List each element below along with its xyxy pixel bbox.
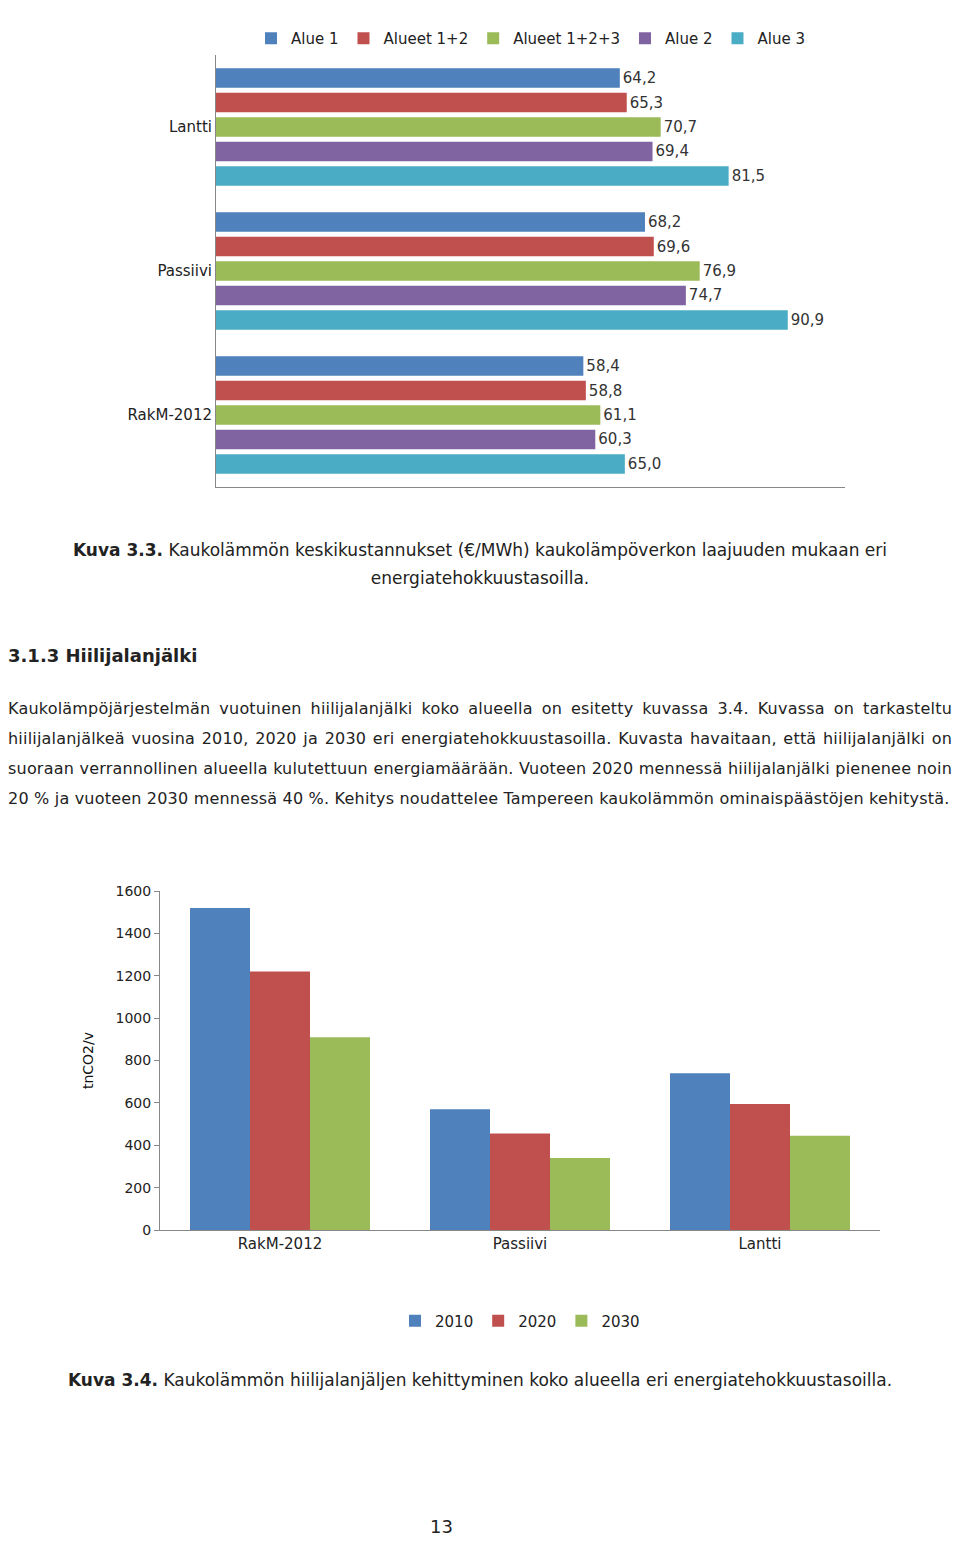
svg-text:400: 400 [124,1137,151,1153]
svg-text:58,4: 58,4 [586,357,619,375]
svg-text:1600: 1600 [116,883,152,899]
html-text:Kuva 3.4. Kaukolämmön hiilijal: Kuva 3.4. Kaukolämmön hiilijalanjäljen k… [68,1370,892,1390]
svg-text:69,6: 69,6 [657,238,690,256]
svg-text:60,3: 60,3 [598,430,631,448]
svg-text:tnCO2/v: tnCO2/v [80,1032,96,1089]
svg-text:65,0: 65,0 [628,455,661,473]
svg-text:0: 0 [142,1222,151,1238]
svg-text:Alue 1: Alue 1 [291,30,338,48]
svg-text:1200: 1200 [116,968,152,984]
svg-text:2020: 2020 [518,1313,556,1331]
html-text:3.1.3 Hiilijalanjälki: 3.1.3 Hiilijalanjälki [8,645,198,666]
svg-text:600: 600 [124,1095,151,1111]
svg-text:68,2: 68,2 [648,213,681,231]
svg-text:1400: 1400 [116,925,152,941]
svg-text:RakM-2012: RakM-2012 [128,406,213,424]
svg-text:70,7: 70,7 [664,118,697,136]
svg-text:Alueet 1+2: Alueet 1+2 [383,30,468,48]
svg-text:Alueet 1+2+3: Alueet 1+2+3 [513,30,620,48]
svg-text:2010: 2010 [435,1313,473,1331]
svg-text:Lantti: Lantti [739,1235,782,1253]
svg-text:RakM-2012: RakM-2012 [238,1235,323,1253]
svg-text:Passiivi: Passiivi [157,262,212,280]
svg-text:61,1: 61,1 [603,406,636,424]
svg-text:81,5: 81,5 [732,167,765,185]
svg-text:2030: 2030 [601,1313,639,1331]
svg-text:64,2: 64,2 [623,69,656,87]
svg-text:69,4: 69,4 [656,142,689,160]
svg-text:1000: 1000 [116,1010,152,1026]
html-text:Kuva 3.3. Kaukolämmön keskikus: Kuva 3.3. Kaukolämmön keskikustannukset … [73,540,887,588]
html-text:13: 13 [430,1516,453,1537]
svg-text:58,8: 58,8 [589,382,622,400]
svg-text:Alue 3: Alue 3 [757,30,804,48]
svg-text:65,3: 65,3 [630,94,663,112]
svg-text:800: 800 [124,1052,151,1068]
svg-text:90,9: 90,9 [791,311,824,329]
svg-text:76,9: 76,9 [703,262,736,280]
svg-text:Lantti: Lantti [169,118,212,136]
svg-text:200: 200 [124,1180,151,1196]
svg-text:Passiivi: Passiivi [493,1235,548,1253]
svg-text:Alue 2: Alue 2 [665,30,712,48]
svg-text:74,7: 74,7 [689,286,722,304]
html-text:Kaukolämpöjärjestelmän vuotuin: Kaukolämpöjärjestelmän vuotuinen hiilija… [8,699,952,808]
